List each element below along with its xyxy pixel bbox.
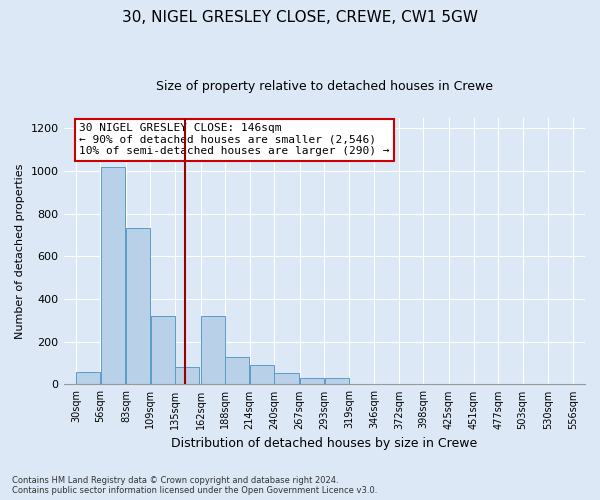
Text: 30 NIGEL GRESLEY CLOSE: 146sqm
← 90% of detached houses are smaller (2,546)
10% : 30 NIGEL GRESLEY CLOSE: 146sqm ← 90% of … bbox=[79, 123, 389, 156]
Bar bbox=[201, 316, 225, 384]
Title: Size of property relative to detached houses in Crewe: Size of property relative to detached ho… bbox=[156, 80, 493, 93]
Bar bbox=[300, 378, 324, 384]
Bar bbox=[250, 365, 274, 384]
Bar bbox=[126, 228, 150, 384]
Bar bbox=[226, 356, 250, 384]
Bar bbox=[151, 316, 175, 384]
Text: Contains HM Land Registry data © Crown copyright and database right 2024.
Contai: Contains HM Land Registry data © Crown c… bbox=[12, 476, 377, 495]
Bar bbox=[274, 372, 299, 384]
Bar bbox=[325, 378, 349, 384]
Bar bbox=[101, 167, 125, 384]
Bar bbox=[175, 368, 199, 384]
Text: 30, NIGEL GRESLEY CLOSE, CREWE, CW1 5GW: 30, NIGEL GRESLEY CLOSE, CREWE, CW1 5GW bbox=[122, 10, 478, 25]
X-axis label: Distribution of detached houses by size in Crewe: Distribution of detached houses by size … bbox=[171, 437, 478, 450]
Bar bbox=[76, 372, 100, 384]
Y-axis label: Number of detached properties: Number of detached properties bbox=[15, 164, 25, 339]
